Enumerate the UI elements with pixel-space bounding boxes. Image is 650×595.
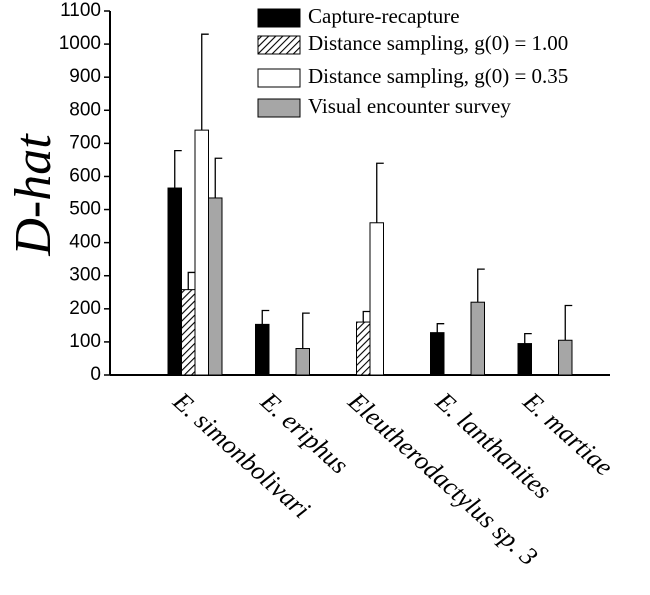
bar bbox=[295, 348, 310, 376]
bar bbox=[208, 197, 223, 376]
error-bar bbox=[564, 304, 573, 341]
y-tick-label: 700 bbox=[69, 132, 101, 153]
legend-swatch bbox=[257, 8, 301, 28]
y-tick-label: 400 bbox=[69, 232, 101, 253]
legend-label: Distance sampling, g(0) = 0.35 bbox=[308, 64, 568, 88]
legend-swatch bbox=[257, 68, 301, 88]
legend-swatch bbox=[257, 35, 301, 55]
error-bar bbox=[174, 149, 182, 189]
legend-label: Visual encounter survey bbox=[308, 94, 511, 118]
error-bar bbox=[302, 312, 310, 349]
bar bbox=[517, 343, 532, 376]
error-bar bbox=[187, 271, 196, 290]
y-tick-label: 0 bbox=[90, 364, 101, 385]
y-tick-label: 900 bbox=[69, 66, 101, 87]
y-tick-label: 200 bbox=[69, 298, 101, 319]
error-bar bbox=[201, 33, 209, 131]
legend-label: Distance sampling, g(0) = 1.00 bbox=[308, 31, 568, 55]
bar bbox=[194, 129, 209, 376]
y-tick-label: 1000 bbox=[59, 33, 101, 54]
y-tick-label: 500 bbox=[69, 199, 101, 220]
y-tick-label: 1100 bbox=[60, 0, 101, 21]
error-bar bbox=[362, 310, 371, 323]
bar bbox=[470, 301, 485, 376]
error-bar bbox=[261, 309, 270, 325]
error-bar bbox=[214, 157, 223, 198]
y-tick-label: 800 bbox=[69, 99, 101, 120]
error-bar bbox=[436, 323, 445, 333]
error-bar bbox=[376, 162, 384, 223]
y-axis-label: D-hat bbox=[5, 133, 62, 257]
bar bbox=[369, 222, 384, 376]
y-tick-label: 100 bbox=[69, 331, 101, 352]
y-tick-label: 600 bbox=[69, 165, 101, 186]
bar bbox=[356, 321, 371, 376]
legend-label: Capture-recapture bbox=[308, 4, 460, 28]
error-bar bbox=[477, 268, 485, 303]
bar bbox=[255, 323, 270, 376]
error-bar bbox=[524, 332, 532, 344]
bar bbox=[167, 187, 182, 376]
y-tick-label: 300 bbox=[69, 265, 101, 286]
legend-swatch bbox=[257, 98, 301, 118]
bar bbox=[430, 332, 445, 376]
bar bbox=[181, 289, 196, 376]
bar bbox=[558, 339, 573, 376]
